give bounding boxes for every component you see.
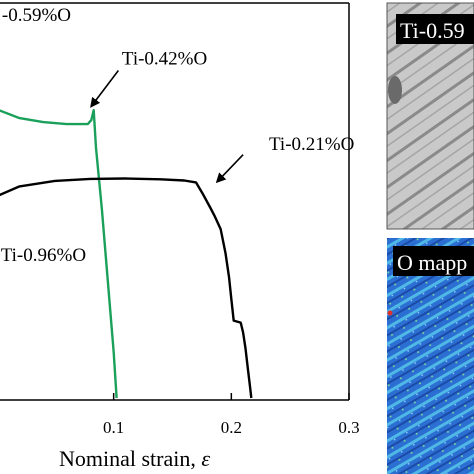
- x-tick-label-2: 0.3: [338, 418, 359, 437]
- x-axis-title: Nominal strain, ε: [59, 446, 210, 471]
- plot-frame: [0, 2, 350, 401]
- series-label-1: Ti-0.42%O: [122, 49, 207, 70]
- arrows-layer: [90, 70, 244, 184]
- micrograph-label: Ti-0.59: [400, 18, 465, 43]
- series-line-1: [0, 177, 253, 399]
- labels-layer: -0.59%O Ti-0.42%O Ti-0.21%O Ti-0.96%O: [1, 5, 355, 266]
- micrograph-label-box: [396, 14, 474, 44]
- micrograph-panel: Ti-0.59: [386, 2, 474, 230]
- series-label-2: Ti-0.21%O: [269, 134, 354, 155]
- series-label-0: -0.59%O: [2, 5, 71, 26]
- oxygen-mapping-panel: O mapp: [387, 238, 474, 474]
- x-tick-label-1: 0.2: [221, 418, 242, 437]
- series-layer: [0, 109, 253, 399]
- x-tick-label-0: 0.1: [103, 418, 124, 437]
- mapping-label: O mapp: [397, 250, 467, 275]
- micrograph-particle: [388, 76, 402, 104]
- annotation-arrow-1: [215, 154, 244, 184]
- mapping-red-spot: [387, 310, 393, 316]
- annotation-arrow-0: [90, 70, 120, 108]
- mapping-label-box: [393, 246, 474, 276]
- x-axis-symbol: ε: [201, 446, 210, 471]
- series-line-0: [0, 109, 118, 399]
- x-ticks: 0.1 0.2 0.3: [103, 393, 360, 437]
- series-label-3: Ti-0.96%O: [1, 245, 86, 266]
